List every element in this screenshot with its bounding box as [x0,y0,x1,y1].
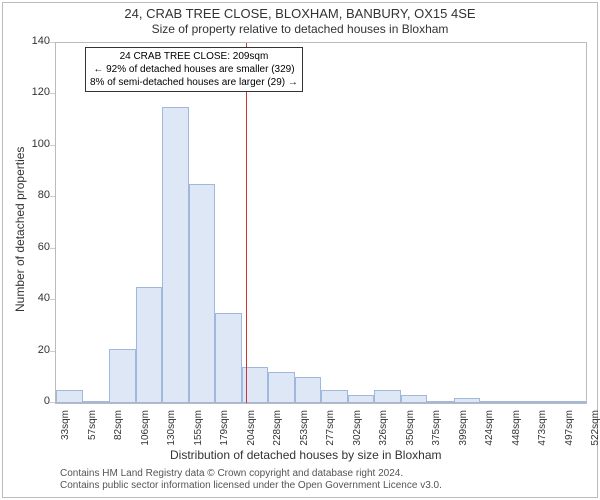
x-tick-label: 302sqm [352,410,363,455]
y-tick-label: 40 [20,292,50,304]
footer-text: Contains HM Land Registry data © Crown c… [60,468,442,492]
y-tick-label: 20 [20,344,50,356]
x-tick-label: 326sqm [378,410,389,455]
y-tick-mark [50,42,55,43]
y-tick-mark [50,248,55,249]
x-tick-label: 57sqm [87,410,98,455]
x-tick-label: 448sqm [511,410,522,455]
histogram-bar [189,184,216,403]
histogram-bar [162,107,189,403]
histogram-bar [83,401,110,403]
x-tick-label: 253sqm [299,410,310,455]
histogram-bar [56,390,83,403]
histogram-bar [136,287,163,403]
plot-area [55,42,587,404]
y-tick-mark [50,351,55,352]
x-tick-label: 155sqm [193,410,204,455]
y-axis-label: Number of detached properties [13,132,27,312]
x-tick-label: 277sqm [325,410,336,455]
histogram-bar [295,377,322,403]
histogram-bar [401,395,428,403]
x-tick-label: 106sqm [140,410,151,455]
chart-subtitle: Size of property relative to detached ho… [0,22,600,36]
y-tick-mark [50,145,55,146]
footer-line2: Contains public sector information licen… [60,480,442,492]
histogram-bar [109,349,136,403]
y-tick-label: 0 [20,395,50,407]
histogram-bar [507,401,534,403]
histogram-bar [268,372,295,403]
y-tick-mark [50,93,55,94]
x-tick-label: 130sqm [166,410,177,455]
x-tick-label: 228sqm [272,410,283,455]
x-tick-label: 350sqm [405,410,416,455]
y-tick-label: 100 [20,138,50,150]
y-tick-label: 140 [20,35,50,47]
histogram-bar [454,398,481,403]
x-tick-label: 522sqm [590,410,600,455]
histogram-bar [215,313,242,403]
y-tick-label: 120 [20,86,50,98]
reference-line [246,43,247,403]
histogram-bar [374,390,401,403]
x-tick-label: 375sqm [431,410,442,455]
x-tick-label: 33sqm [60,410,71,455]
y-tick-mark [50,196,55,197]
x-tick-label: 179sqm [219,410,230,455]
x-tick-label: 82sqm [113,410,124,455]
annotation-box: 24 CRAB TREE CLOSE: 209sqm ← 92% of deta… [85,47,303,92]
histogram-bar [348,395,375,403]
annotation-line3: 8% of semi-detached houses are larger (2… [90,76,298,89]
y-tick-mark [50,299,55,300]
annotation-line1: 24 CRAB TREE CLOSE: 209sqm [90,50,298,63]
histogram-bar [427,401,454,403]
x-tick-label: 497sqm [564,410,575,455]
histogram-bar [533,401,560,403]
x-tick-label: 204sqm [246,410,257,455]
x-tick-label: 473sqm [537,410,548,455]
histogram-bar [480,401,507,403]
annotation-line2: ← 92% of detached houses are smaller (32… [90,63,298,76]
y-tick-label: 80 [20,189,50,201]
footer-line1: Contains HM Land Registry data © Crown c… [60,468,442,480]
y-tick-label: 60 [20,241,50,253]
histogram-bar [560,401,587,403]
chart-title: 24, CRAB TREE CLOSE, BLOXHAM, BANBURY, O… [0,6,600,23]
y-tick-mark [50,402,55,403]
x-tick-label: 399sqm [458,410,469,455]
x-tick-label: 424sqm [484,410,495,455]
histogram-bar [321,390,348,403]
